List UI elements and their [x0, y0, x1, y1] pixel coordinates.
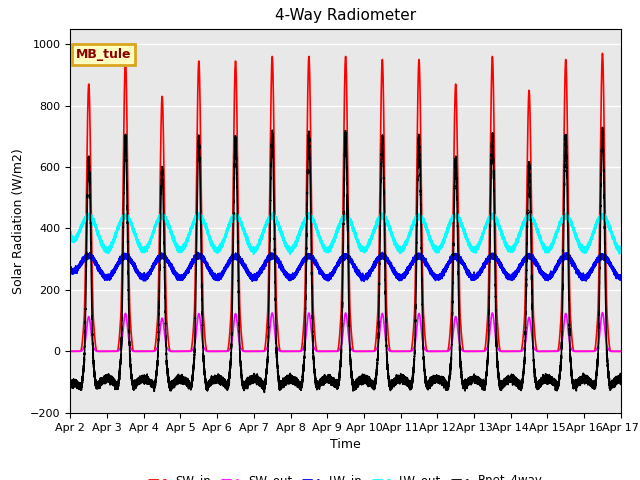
SW_out [418, 331, 426, 337]
X-axis label: Time: Time [330, 438, 361, 451]
Rnet_4way [516, 381, 524, 386]
Line: LW_out: LW_out [70, 213, 621, 254]
LW_out [495, 223, 503, 228]
Legend: SW_in, SW_out, LW_in, LW_out, Rnet_4way: SW_in, SW_out, LW_in, LW_out, Rnet_4way [143, 469, 548, 480]
LW_out [67, 231, 74, 237]
LW_in [495, 261, 503, 266]
LW_in [95, 266, 103, 272]
LW_out [617, 246, 625, 252]
LW_in [194, 250, 202, 255]
SW_in [95, 348, 103, 354]
Rnet_4way [495, 377, 503, 383]
Rnet_4way [598, 125, 606, 131]
Title: 4-Way Radiometer: 4-Way Radiometer [275, 9, 416, 24]
SW_in [418, 216, 426, 222]
LW_out [418, 215, 426, 221]
SW_out [95, 348, 103, 354]
SW_out [516, 348, 524, 354]
Line: Rnet_4way: Rnet_4way [70, 128, 621, 392]
SW_out [617, 348, 625, 354]
LW_out [342, 210, 350, 216]
LW_out [95, 236, 103, 241]
LW_in [617, 276, 625, 282]
Rnet_4way [260, 389, 268, 395]
SW_in [67, 348, 74, 354]
LW_in [480, 264, 488, 270]
Line: SW_out: SW_out [70, 312, 621, 351]
SW_out [495, 348, 503, 353]
Rnet_4way [418, 274, 426, 279]
SW_in [516, 348, 524, 354]
Rnet_4way [480, 384, 488, 390]
SW_in [617, 348, 625, 354]
Y-axis label: Solar Radiation (W/m2): Solar Radiation (W/m2) [12, 148, 24, 294]
SW_out [598, 310, 606, 315]
SW_in [509, 348, 516, 354]
Text: MB_tule: MB_tule [76, 48, 131, 61]
LW_out [480, 228, 488, 233]
SW_in [495, 340, 503, 346]
LW_out [286, 252, 294, 257]
SW_in [598, 50, 606, 56]
LW_in [418, 255, 426, 261]
SW_in [480, 348, 488, 354]
SW_out [509, 348, 516, 354]
SW_out [67, 348, 74, 354]
LW_out [516, 228, 524, 234]
LW_in [509, 275, 516, 281]
LW_in [248, 278, 256, 284]
Line: SW_in: SW_in [70, 53, 621, 351]
LW_out [509, 246, 516, 252]
Line: LW_in: LW_in [70, 252, 621, 281]
LW_in [516, 263, 524, 269]
Rnet_4way [617, 379, 625, 384]
Rnet_4way [509, 382, 516, 388]
SW_out [480, 348, 488, 354]
LW_in [67, 265, 74, 271]
Rnet_4way [95, 379, 103, 384]
Rnet_4way [67, 382, 74, 388]
